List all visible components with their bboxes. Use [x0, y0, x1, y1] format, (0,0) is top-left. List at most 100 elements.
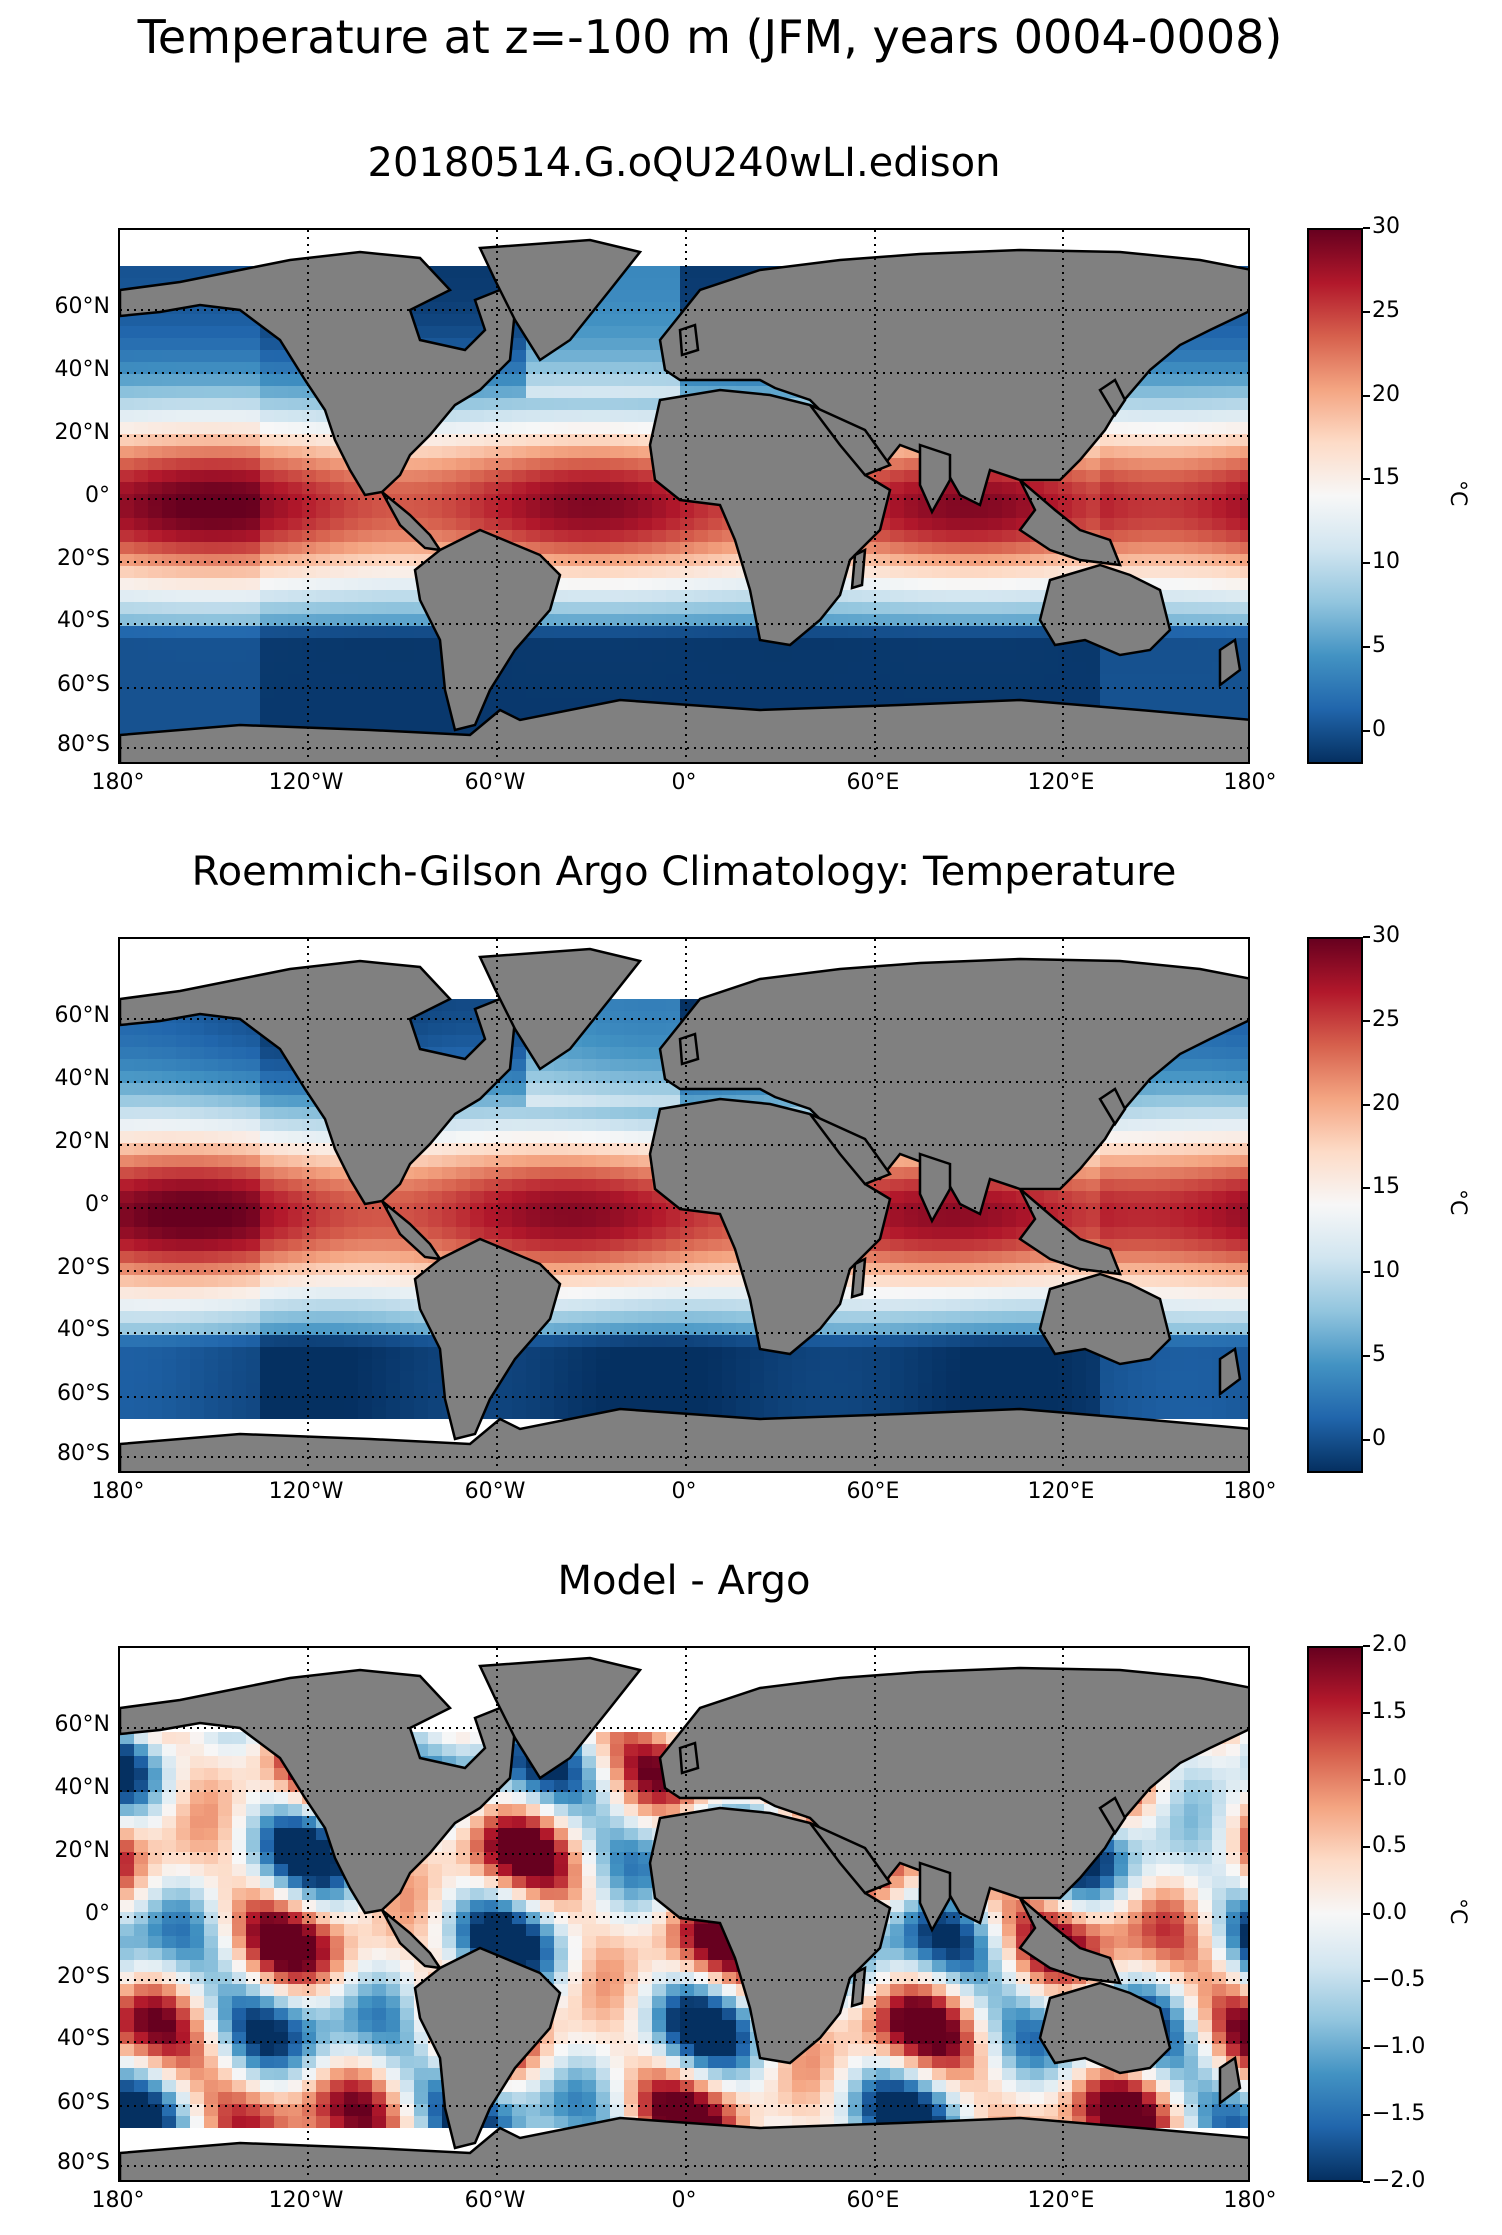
colorbar-tick: [1363, 1103, 1370, 1106]
x-tick-label: 0°: [671, 770, 697, 795]
colorbar-label: °C: [1445, 1898, 1470, 1925]
y-tick-label: 20°S: [57, 1255, 110, 1280]
map-panel: [118, 228, 1250, 764]
colorbar-tick: [1363, 2114, 1370, 2116]
x-tick-label: 120°E: [1027, 2188, 1095, 2213]
panel-title: Roemmich-Gilson Argo Climatology: Temper…: [191, 849, 1177, 895]
x-tick-label: 180°: [1223, 1479, 1277, 1504]
x-tick-label: 180°: [1223, 2188, 1277, 2213]
y-tick-label: 20°N: [54, 1838, 110, 1863]
x-tick-label: 180°: [1223, 770, 1277, 795]
colorbar-tick-label: 0.0: [1372, 1900, 1407, 1925]
colorbar-tick: [1363, 2047, 1370, 2049]
colorbar-tick: [1363, 1913, 1370, 1915]
y-tick-label: 60°N: [54, 1003, 110, 1028]
panel-title: Model - Argo: [557, 1558, 811, 1604]
x-tick-label: 120°W: [268, 1479, 344, 1504]
y-tick-label: 0°: [85, 483, 110, 508]
colorbar-tick-label: −0.5: [1372, 1967, 1426, 1992]
colorbar-label: °C: [1445, 480, 1470, 507]
field-plot: [120, 230, 1248, 762]
y-tick-label: 40°S: [57, 2026, 110, 2051]
y-tick-label: 80°S: [57, 2150, 110, 2175]
colorbar-tick: [1363, 310, 1370, 313]
colorbar-tick: [1363, 562, 1370, 564]
colorbar-tick-label: 20: [1372, 381, 1400, 407]
colorbar-tick: [1363, 394, 1370, 397]
x-tick-label: 60°E: [846, 1479, 900, 1504]
land-japan: [1098, 1087, 1127, 1127]
land-greenland: [478, 1656, 643, 1780]
land-madagascar: [850, 1965, 867, 2008]
y-tick-label: 80°S: [57, 1441, 110, 1466]
y-tick-label: 20°S: [57, 546, 110, 571]
y-tick-label: 60°S: [57, 2090, 110, 2115]
colorbar-tick-label: 10: [1372, 549, 1400, 574]
field-plot: [120, 1648, 1248, 2180]
colorbar-tick-label: 0: [1372, 716, 1386, 742]
y-tick-label: 80°S: [57, 732, 110, 757]
colorbar-tick-label: 5: [1372, 632, 1386, 658]
x-tick-label: 60°W: [464, 2188, 526, 2213]
land-europe-asia: [658, 957, 1248, 1216]
land-madagascar: [850, 1256, 867, 1299]
land-antarctica: [120, 1407, 1248, 1471]
colorbar-tick-label: 25: [1372, 297, 1400, 323]
land-arabia: [809, 403, 892, 477]
land-south-america: [413, 1237, 562, 1441]
colorbar-tick-label: 15: [1372, 1174, 1400, 1200]
y-tick-label: 40°N: [54, 1775, 110, 1800]
land-south-america: [413, 528, 562, 732]
colorbar-tick-label: 1.0: [1372, 1766, 1407, 1791]
y-tick-label: 20°N: [54, 1129, 110, 1154]
colorbar: [1307, 937, 1363, 1473]
land-uk: [678, 323, 700, 357]
colorbar-tick: [1363, 1438, 1370, 1441]
colorbar-tick: [1363, 1354, 1370, 1357]
colorbar-tick: [1363, 1779, 1370, 1781]
land-japan: [1098, 1796, 1127, 1836]
y-tick-label: 40°N: [54, 1066, 110, 1091]
land-new-zealand: [1218, 1346, 1242, 1397]
land-south-america: [413, 1946, 562, 2150]
colorbar-tick: [1363, 1645, 1370, 1647]
map-panel: [118, 937, 1250, 1473]
colorbar-tick-label: 30: [1372, 214, 1400, 239]
y-tick-label: 20°N: [54, 420, 110, 445]
y-tick-label: 40°S: [57, 608, 110, 633]
colorbar-tick: [1363, 1846, 1370, 1848]
land-arabia: [809, 1821, 892, 1895]
y-tick-label: 60°S: [57, 1381, 110, 1406]
x-tick-label: 180°: [91, 2188, 145, 2213]
land-greenland: [478, 238, 643, 362]
land-australia: [1038, 563, 1172, 657]
colorbar-tick-label: 1.5: [1372, 1699, 1407, 1724]
land-greenland: [478, 947, 643, 1071]
colorbar-tick-label: 5: [1372, 1341, 1386, 1367]
x-tick-label: 60°W: [464, 770, 526, 795]
land-europe-asia: [658, 1666, 1248, 1925]
y-tick-label: 60°S: [57, 672, 110, 697]
colorbar-tick: [1363, 1187, 1370, 1190]
field-plot: [120, 939, 1248, 1471]
land-new-zealand: [1218, 637, 1242, 688]
colorbar-tick: [1363, 1712, 1370, 1714]
x-tick-label: 120°E: [1027, 1479, 1095, 1504]
land-arabia: [809, 1112, 892, 1186]
y-tick-label: 20°S: [57, 1964, 110, 1989]
x-tick-label: 180°: [91, 1479, 145, 1504]
x-tick-label: 120°W: [268, 2188, 344, 2213]
colorbar-tick: [1363, 227, 1370, 229]
colorbar-tick-label: 2.0: [1372, 1632, 1407, 1657]
land-uk: [678, 1032, 700, 1066]
colorbar-label: °C: [1445, 1189, 1470, 1216]
map-panel: [118, 1646, 1250, 2182]
colorbar-tick: [1363, 2181, 1370, 2183]
x-tick-label: 120°E: [1027, 770, 1095, 795]
colorbar-tick-label: 20: [1372, 1090, 1400, 1116]
colorbar-tick-label: 0.5: [1372, 1833, 1407, 1858]
colorbar: [1307, 228, 1363, 764]
land-antarctica: [120, 698, 1248, 762]
x-tick-label: 0°: [671, 1479, 697, 1504]
y-tick-label: 0°: [85, 1192, 110, 1217]
